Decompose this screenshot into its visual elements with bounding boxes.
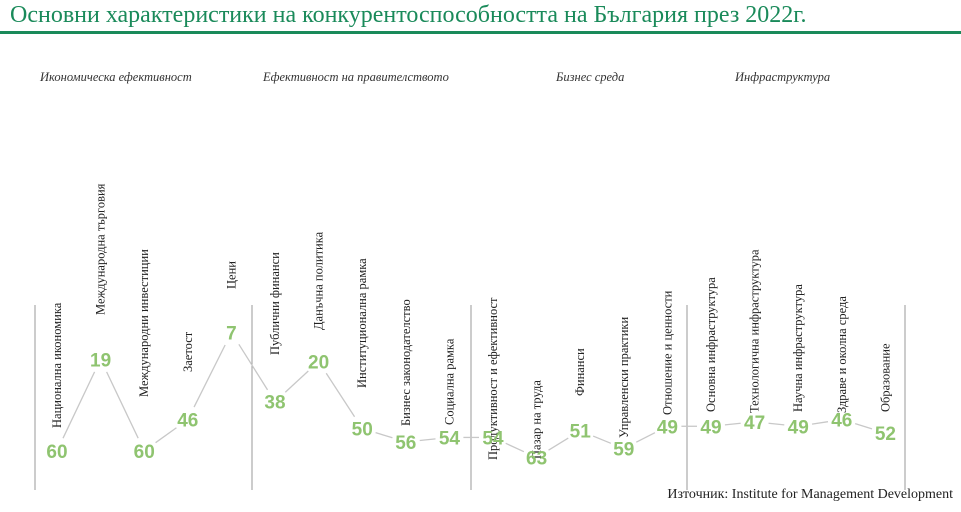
data-point-label: 63 xyxy=(526,449,547,470)
data-point-label: 60 xyxy=(46,442,67,463)
series-segment xyxy=(62,371,96,439)
series-segment xyxy=(155,427,177,444)
data-point-label: 49 xyxy=(788,417,809,438)
data-point-label: 46 xyxy=(831,411,852,432)
group-label: Инфраструктура xyxy=(734,70,830,84)
data-point-label: 49 xyxy=(657,417,678,438)
category-label: Основна инфраструктура xyxy=(704,277,718,412)
category-labels: Национална икономика Международна търгови… xyxy=(50,183,892,460)
data-point-label: 54 xyxy=(439,428,461,449)
series-segment xyxy=(375,431,393,439)
series-segment xyxy=(548,437,569,451)
category-label: Научна инфраструктура xyxy=(791,284,805,412)
category-label: Цени xyxy=(224,261,238,289)
data-point-label: 51 xyxy=(570,422,592,443)
category-label: Здраве и околна среда xyxy=(835,296,849,413)
data-point-label: 46 xyxy=(177,411,198,432)
source-note: Източник: Institute for Management Devel… xyxy=(667,487,953,502)
category-label: Публични финанси xyxy=(268,252,282,355)
data-point-label: 52 xyxy=(875,424,896,445)
data-point-label: 20 xyxy=(308,353,329,374)
group-label: Бизнес среда xyxy=(555,70,624,84)
value-labels: 60 19 60 46 7 38 20 50 56 54 54 63 51 59 49 49 47 49 46 52 xyxy=(46,323,896,469)
category-label: Заетост xyxy=(181,331,195,372)
page-title: Основни характеристики на конкурентоспос… xyxy=(10,2,807,28)
series-segment xyxy=(505,442,525,453)
category-label: Социална рамка xyxy=(442,338,456,425)
title-underline xyxy=(0,31,961,34)
series-segment xyxy=(635,432,656,443)
series-segment xyxy=(768,422,785,426)
series-segment xyxy=(193,344,226,408)
category-label: Бизнес законодателство xyxy=(399,299,413,426)
category-label: Управленски практики xyxy=(617,316,631,438)
category-label: Международни инвестиции xyxy=(137,249,151,397)
category-label: Образование xyxy=(878,343,892,412)
ranking-series xyxy=(62,343,873,453)
series-segment xyxy=(592,435,612,444)
data-point-label: 7 xyxy=(226,323,237,344)
category-label: Технологична инфраструктура xyxy=(748,249,762,413)
data-point-label: 54 xyxy=(482,428,504,449)
data-point-label: 60 xyxy=(134,442,155,463)
series-segment xyxy=(419,438,436,442)
category-label: Пазар на труда xyxy=(530,380,544,459)
series-segment xyxy=(238,343,269,391)
category-label: Финанси xyxy=(573,348,587,396)
series-segment xyxy=(284,370,309,393)
category-label: Продуктивност и ефективност xyxy=(486,297,500,460)
series-segment xyxy=(811,421,829,425)
category-label: Международна търговия xyxy=(94,183,108,315)
category-label: Данъчна политика xyxy=(312,231,326,330)
group-label: Ефективност на правителството xyxy=(262,70,449,84)
data-point-label: 47 xyxy=(744,413,765,434)
group-dividers xyxy=(34,305,906,490)
data-point-label: 56 xyxy=(395,433,416,454)
data-point-label: 38 xyxy=(264,393,285,414)
group-labels: Икономическа ефективност Ефективност на п… xyxy=(39,70,830,84)
category-label: Отношение и ценности xyxy=(660,290,674,415)
series-segment xyxy=(325,372,356,418)
group-label: Икономическа ефективност xyxy=(39,70,192,84)
series-segment xyxy=(724,422,741,426)
category-label: Национална икономика xyxy=(50,302,64,428)
data-point-label: 19 xyxy=(90,350,111,371)
data-point-label: 49 xyxy=(700,417,721,438)
category-label: Институционална рамка xyxy=(355,258,369,388)
data-point-label: 59 xyxy=(613,440,634,461)
series-segment xyxy=(106,371,139,439)
data-point-label: 50 xyxy=(352,420,373,441)
series-segment xyxy=(854,423,873,430)
